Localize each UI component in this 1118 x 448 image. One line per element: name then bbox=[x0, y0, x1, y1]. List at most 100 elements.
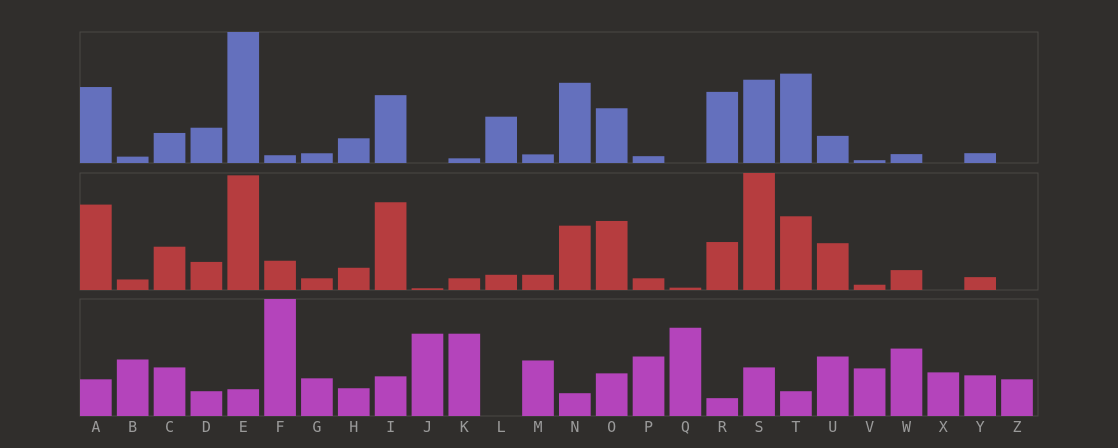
x-tick-label: H bbox=[349, 418, 358, 436]
x-tick-label: J bbox=[423, 418, 432, 436]
bar-C bbox=[153, 132, 186, 163]
bar-F bbox=[264, 155, 296, 163]
bar-D bbox=[190, 391, 223, 416]
bar-L bbox=[485, 116, 517, 163]
bar-Q bbox=[669, 287, 702, 290]
bar-C bbox=[153, 246, 186, 290]
x-tick-label: L bbox=[497, 418, 506, 436]
bar-E bbox=[227, 175, 260, 290]
panel-3 bbox=[79, 298, 1039, 417]
bar-N bbox=[559, 225, 591, 290]
x-tick-label: S bbox=[755, 418, 764, 436]
bar-I bbox=[374, 95, 407, 163]
bar-W bbox=[890, 154, 923, 163]
bar-H bbox=[337, 138, 370, 163]
x-tick-label: R bbox=[718, 418, 728, 436]
x-tick-label: I bbox=[386, 418, 395, 436]
bar-R bbox=[706, 398, 739, 416]
panel-2 bbox=[79, 172, 1039, 291]
x-tick-label: T bbox=[791, 418, 800, 436]
bar-Y bbox=[964, 277, 996, 290]
x-tick-label: C bbox=[165, 418, 174, 436]
bar-H bbox=[337, 267, 370, 290]
bar-O bbox=[595, 373, 628, 416]
bar-K bbox=[448, 278, 481, 290]
bar-U bbox=[816, 135, 849, 163]
x-tick-label: O bbox=[607, 418, 616, 436]
bar-D bbox=[190, 261, 223, 290]
bar-I bbox=[374, 376, 407, 416]
x-tick-label: D bbox=[202, 418, 211, 436]
bar-M bbox=[522, 154, 554, 163]
x-tick-label: G bbox=[312, 418, 321, 436]
bar-O bbox=[595, 220, 628, 290]
bar-S bbox=[743, 367, 775, 416]
x-axis-labels: A B C D E F G H I J K L M N O P Q R S T U V W X Y Z bbox=[91, 418, 1021, 436]
bar-O bbox=[595, 108, 628, 163]
bar-T bbox=[780, 216, 812, 290]
bar-E bbox=[227, 389, 260, 416]
x-tick-label: X bbox=[939, 418, 948, 436]
bar-T bbox=[780, 73, 812, 163]
bar-U bbox=[816, 243, 849, 290]
bar-W bbox=[890, 270, 923, 290]
x-tick-label: K bbox=[460, 418, 469, 436]
bar-X bbox=[927, 372, 960, 416]
bar-F bbox=[264, 260, 296, 290]
bar-U bbox=[816, 356, 849, 416]
bar-D bbox=[190, 127, 223, 163]
bar-B bbox=[116, 359, 149, 416]
bar-A bbox=[80, 87, 112, 163]
bar-G bbox=[301, 378, 333, 416]
x-tick-label: V bbox=[865, 418, 874, 436]
bar-M bbox=[522, 360, 554, 416]
bar-R bbox=[706, 242, 739, 290]
x-tick-label: M bbox=[533, 418, 542, 436]
bar-L bbox=[485, 274, 517, 290]
x-tick-label: P bbox=[644, 418, 653, 436]
x-tick-label: N bbox=[570, 418, 579, 436]
x-tick-label: U bbox=[828, 418, 837, 436]
bar-V bbox=[853, 160, 886, 163]
bar-F bbox=[264, 299, 296, 416]
x-tick-label: F bbox=[276, 418, 285, 436]
bar-B bbox=[116, 156, 149, 163]
bar-M bbox=[522, 274, 554, 290]
bar-G bbox=[301, 153, 333, 163]
bar-V bbox=[853, 368, 886, 416]
x-tick-label: W bbox=[902, 418, 912, 436]
bar-S bbox=[743, 79, 775, 163]
bar-I bbox=[374, 202, 407, 290]
bar-J bbox=[411, 288, 444, 290]
bar-B bbox=[116, 279, 149, 290]
bar-W bbox=[890, 348, 923, 416]
bar-N bbox=[559, 393, 591, 416]
bar-R bbox=[706, 91, 739, 163]
x-tick-label: Y bbox=[976, 418, 985, 436]
bar-T bbox=[780, 391, 812, 416]
bar-A bbox=[80, 204, 112, 290]
x-tick-label: B bbox=[128, 418, 137, 436]
bar-E bbox=[227, 32, 260, 163]
bar-A bbox=[80, 379, 112, 416]
bar-G bbox=[301, 278, 333, 290]
bar-P bbox=[632, 278, 665, 290]
bar-Y bbox=[964, 153, 996, 163]
bar-S bbox=[743, 173, 775, 290]
bar-Q bbox=[669, 327, 702, 416]
x-tick-label: A bbox=[91, 418, 100, 436]
bar-C bbox=[153, 367, 186, 416]
bar-V bbox=[853, 284, 886, 290]
bar-P bbox=[632, 156, 665, 163]
bar-P bbox=[632, 356, 665, 416]
bar-Z bbox=[1001, 379, 1033, 416]
x-tick-label: E bbox=[239, 418, 248, 436]
bar-N bbox=[559, 82, 591, 163]
bar-K bbox=[448, 158, 481, 163]
bar-K bbox=[448, 333, 481, 416]
x-tick-label: Q bbox=[681, 418, 690, 436]
x-tick-label: Z bbox=[1012, 418, 1021, 436]
bar-Y bbox=[964, 375, 996, 416]
